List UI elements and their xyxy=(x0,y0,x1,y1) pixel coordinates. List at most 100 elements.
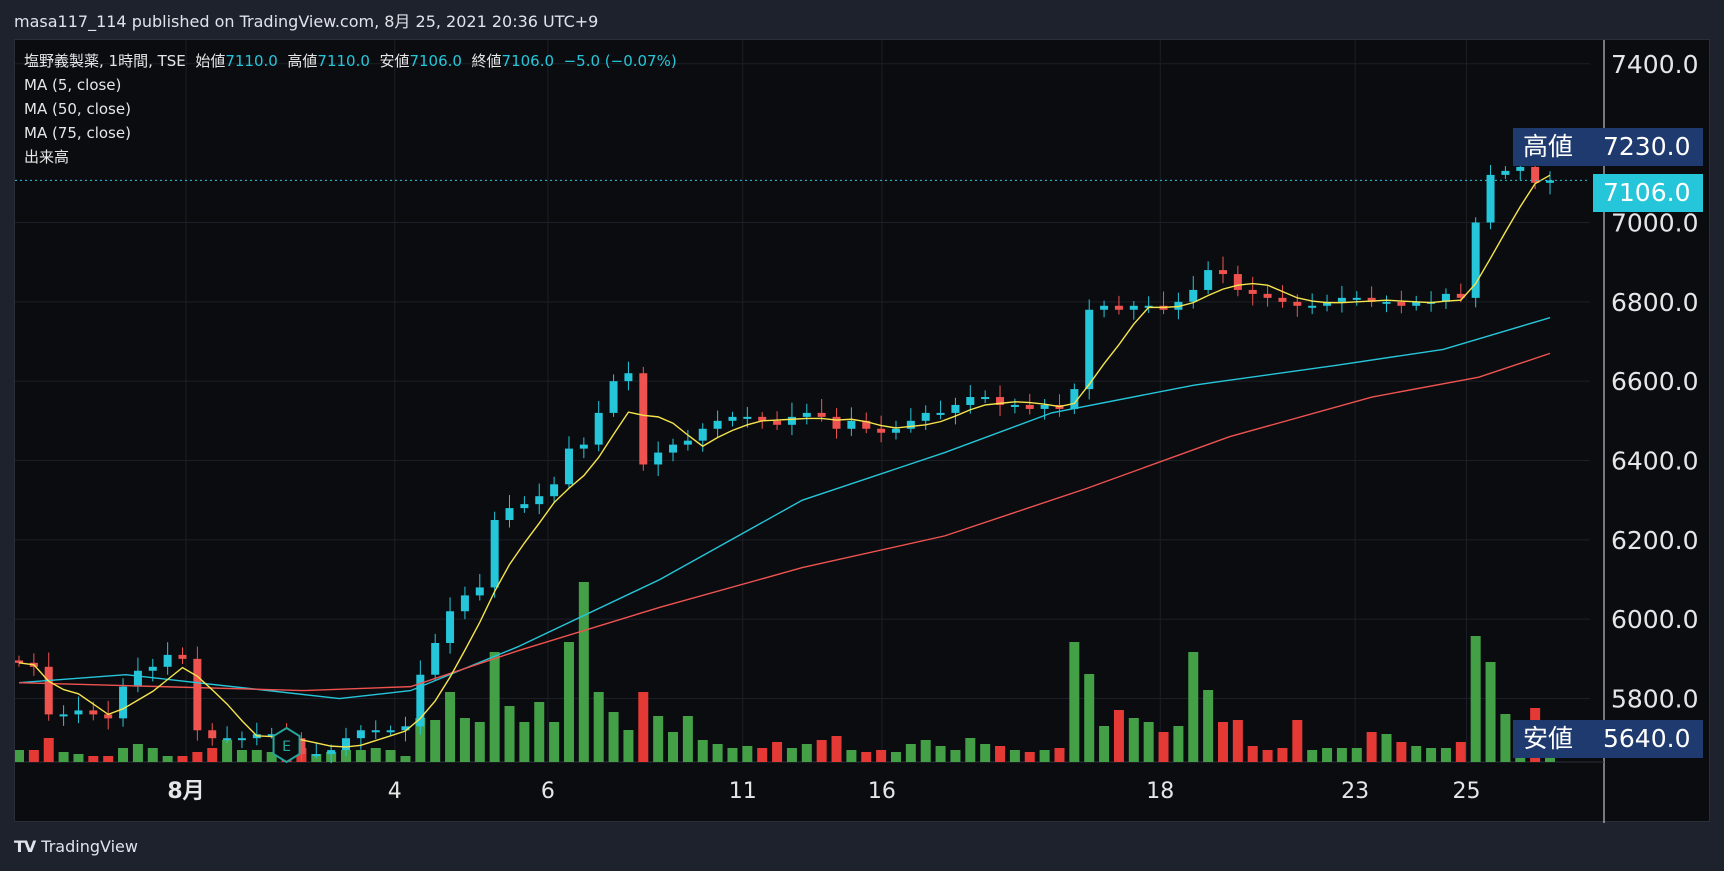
volume-bar xyxy=(489,652,500,762)
candle-body xyxy=(490,520,499,588)
volume-bar xyxy=(1455,742,1466,762)
volume-bar xyxy=(266,752,277,762)
volume-bar xyxy=(177,756,188,762)
ma50-line xyxy=(18,317,1551,700)
candle-body xyxy=(386,730,395,733)
earnings-marker-icon xyxy=(272,726,301,764)
volume-bar xyxy=(846,750,857,762)
candle-body xyxy=(758,416,767,421)
x-tick-label: 8月 xyxy=(167,779,204,804)
candle-body xyxy=(104,714,113,719)
volume-bar xyxy=(162,756,173,762)
volume-bar xyxy=(935,746,946,762)
candle-body xyxy=(579,444,588,449)
volume-bar xyxy=(668,732,679,762)
x-tick-label: 23 xyxy=(1341,779,1369,804)
volume-bar xyxy=(1113,710,1124,762)
symbol-label[interactable]: 塩野義製薬, 1時間, TSE xyxy=(24,52,186,70)
volume-bar xyxy=(786,748,797,762)
volume-bar xyxy=(549,722,560,762)
candle-body xyxy=(1174,301,1183,310)
candle-body xyxy=(981,397,990,400)
candle-body xyxy=(401,726,410,731)
candle-body xyxy=(1100,305,1109,310)
study-ma50[interactable]: MA (50, close) xyxy=(24,100,131,118)
candle-body xyxy=(1263,293,1272,298)
candle-body xyxy=(1471,222,1480,298)
x-tick-label: 4 xyxy=(388,779,402,804)
candle-body xyxy=(639,373,648,465)
volume-bar xyxy=(742,746,753,762)
candle-body xyxy=(594,412,603,445)
ohlc-row[interactable]: 塩野義製薬, 1時間, TSE 始値7110.0 高値7110.0 安値7106… xyxy=(24,49,677,73)
volume-bar xyxy=(355,750,366,762)
volume-bar xyxy=(88,756,99,762)
candle-body xyxy=(237,738,246,741)
candle-body xyxy=(416,674,425,727)
volume-bar xyxy=(1411,746,1422,762)
candle-body xyxy=(847,420,856,429)
volume-bar xyxy=(534,702,545,762)
volume-bar xyxy=(132,744,143,762)
volume-bar xyxy=(415,718,426,762)
volume-bar xyxy=(1173,726,1184,762)
study-volume[interactable]: 出来高 xyxy=(24,148,70,166)
volume-bar xyxy=(430,720,441,762)
candle-body xyxy=(654,452,663,465)
candle-body xyxy=(1040,404,1049,409)
study-ma5[interactable]: MA (5, close) xyxy=(24,76,122,94)
candle-body xyxy=(208,730,217,739)
candle-body xyxy=(1308,305,1317,308)
candle-body xyxy=(267,734,276,737)
volume-bar xyxy=(385,750,396,762)
volume-bar xyxy=(43,738,54,762)
y-tick-label: 6000.0 xyxy=(1611,605,1698,634)
candle-body xyxy=(1025,404,1034,409)
candle-body xyxy=(1546,180,1554,183)
x-tick-label: 6 xyxy=(541,779,555,804)
study-ma75[interactable]: MA (75, close) xyxy=(24,124,131,142)
candle-body xyxy=(609,381,618,413)
candle-body xyxy=(862,420,871,429)
volume-bar xyxy=(563,642,574,762)
volume-bar xyxy=(207,748,218,762)
tradingview-logo-icon: TV xyxy=(14,837,36,856)
volume-bar xyxy=(1307,750,1318,762)
candle-body xyxy=(802,412,811,417)
volume-bar xyxy=(1381,734,1392,762)
tradingview-footer[interactable]: TV TradingView xyxy=(14,837,138,856)
candle-body xyxy=(1531,166,1540,183)
volume-bar xyxy=(1158,732,1169,762)
volume-bar xyxy=(757,748,768,762)
price-chart[interactable]: 5800.0 6000.0 6200.0 6400.0 6600.0 6800.0 7000… xyxy=(15,40,1711,823)
volume-bar xyxy=(1396,742,1407,762)
candle-body xyxy=(342,738,351,751)
volume-bar xyxy=(1277,748,1288,762)
high-tag-value: 7230.0 xyxy=(1593,128,1703,166)
x-tick-label: 16 xyxy=(868,779,896,804)
volume-bar xyxy=(1069,642,1080,762)
candle-body xyxy=(891,428,900,433)
high-tag-label: 高値 xyxy=(1513,128,1593,166)
close-value: 7106.0 xyxy=(501,52,555,70)
open-label: 始値 xyxy=(195,52,226,70)
candle-body xyxy=(1367,297,1376,302)
candle-body xyxy=(148,666,157,671)
candle-body xyxy=(1486,174,1495,223)
x-tick-label: 25 xyxy=(1452,779,1480,804)
candle-body xyxy=(1233,274,1242,290)
open-value: 7110.0 xyxy=(225,52,278,70)
candle-body xyxy=(877,428,886,433)
candle-body xyxy=(460,595,469,612)
volume-bar xyxy=(1366,732,1377,762)
volume-bar xyxy=(1217,722,1228,762)
candle-body xyxy=(1456,293,1465,298)
volume-bar xyxy=(1232,720,1243,762)
chart-pane[interactable]: 5800.0 6000.0 6200.0 6400.0 6600.0 6800.0 7000… xyxy=(14,39,1711,823)
volume-bar xyxy=(697,740,708,762)
high-value: 7110.0 xyxy=(317,52,370,70)
candle-body xyxy=(550,484,559,497)
volume-bar xyxy=(1188,652,1199,762)
volume-bar xyxy=(1024,752,1035,762)
candle-body xyxy=(728,416,737,421)
